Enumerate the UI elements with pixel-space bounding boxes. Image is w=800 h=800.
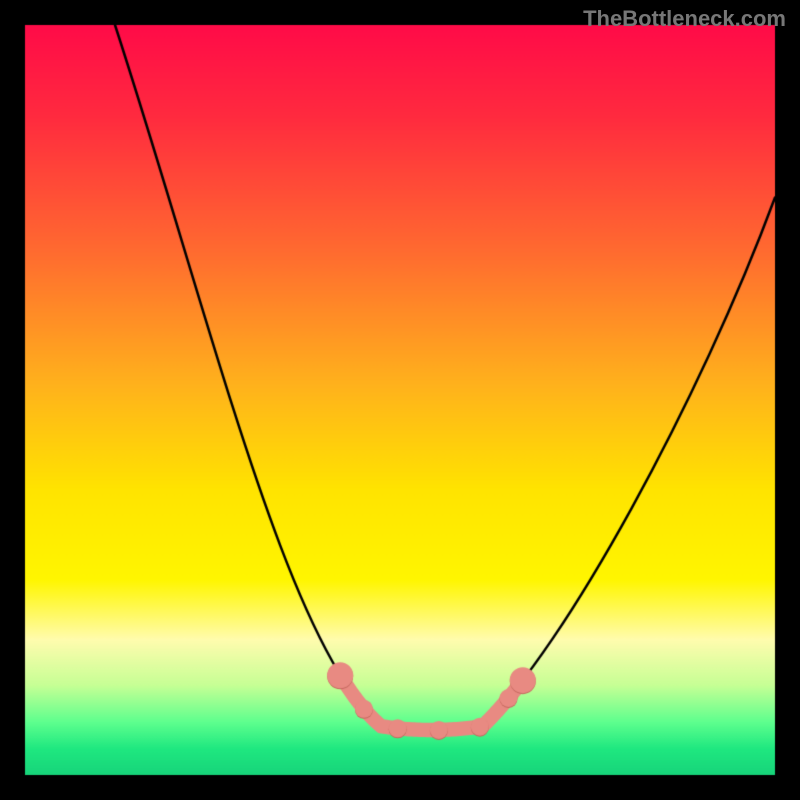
bottleneck-chart-canvas — [0, 0, 800, 800]
watermark-text: TheBottleneck.com — [583, 6, 786, 32]
chart-container: TheBottleneck.com — [0, 0, 800, 800]
